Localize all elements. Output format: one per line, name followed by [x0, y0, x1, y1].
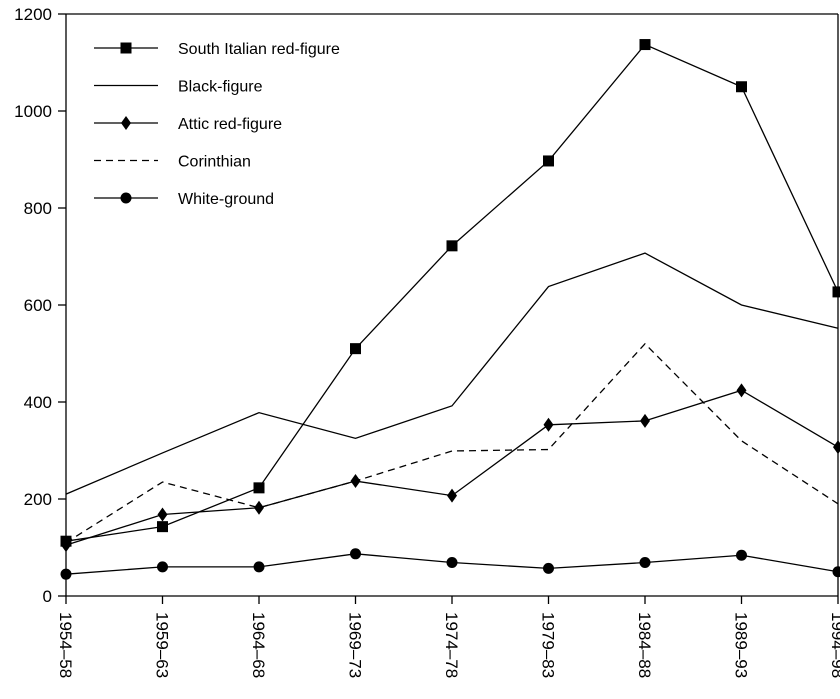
- y-tick-label: 1200: [14, 5, 52, 24]
- legend-swatch-marker: [120, 192, 132, 204]
- y-tick-label: 600: [24, 296, 52, 315]
- legend: South Italian red-figure Black-figure Atti…: [94, 41, 340, 208]
- data-point-diamond: [833, 440, 840, 455]
- legend-label: South Italian red-figure: [178, 41, 340, 58]
- data-point-square: [736, 81, 747, 93]
- x-tick-label: 1974–78: [442, 612, 461, 678]
- data-point-square: [350, 343, 361, 355]
- y-tick-label: 400: [24, 393, 52, 412]
- data-point-circle: [639, 557, 651, 569]
- data-point-diamond: [447, 488, 457, 503]
- data-point-circle: [253, 561, 265, 573]
- series-black-figure: [65, 252, 839, 495]
- legend-item: Corinthian: [94, 154, 251, 171]
- series-corinthian: [65, 342, 839, 544]
- y-axis-ticks: 0 200 400 600 800 1000 1200: [14, 5, 66, 606]
- x-tick-label: 1984–88: [635, 612, 654, 678]
- legend-swatch-marker: [121, 116, 131, 130]
- legend-item: Attic red-figure: [94, 116, 282, 133]
- x-tick-label: 1964–68: [249, 612, 268, 678]
- x-tick-label: 1994–98: [828, 612, 840, 678]
- data-point-circle: [60, 568, 72, 580]
- series-layer: [60, 39, 840, 580]
- series-white-ground: [60, 548, 840, 580]
- legend-swatch-marker: [120, 42, 132, 54]
- legend-item: Black-figure: [94, 79, 263, 96]
- y-tick-label: 800: [24, 199, 52, 218]
- axes: [65, 13, 839, 597]
- legend-label: Black-figure: [178, 79, 263, 96]
- x-tick-label: 1979–83: [539, 612, 558, 678]
- series-line: [65, 252, 839, 495]
- legend-label: Corinthian: [178, 154, 251, 171]
- legend-item: South Italian red-figure: [94, 41, 340, 58]
- data-point-circle: [446, 557, 458, 569]
- x-axis-ticks: 1954–58 1959–63 1964–68 1969–73 1974–78 1979–…: [56, 596, 840, 678]
- data-point-diamond: [254, 500, 264, 515]
- data-point-square: [157, 521, 168, 533]
- series-attic-red-figure: [61, 383, 840, 553]
- data-point-diamond: [736, 383, 747, 398]
- data-point-circle: [157, 561, 168, 573]
- x-tick-label: 1989–93: [732, 612, 751, 678]
- series-line: [65, 389, 839, 546]
- data-point-diamond: [157, 507, 168, 522]
- data-point-circle: [543, 562, 554, 574]
- data-point-square: [446, 240, 458, 252]
- x-tick-label: 1954–58: [56, 612, 75, 678]
- data-point-square: [543, 155, 554, 167]
- legend-label: Attic red-figure: [178, 116, 282, 133]
- data-point-diamond: [543, 417, 554, 432]
- data-point-square: [253, 482, 265, 494]
- data-point-circle: [736, 549, 747, 561]
- data-point-diamond: [640, 413, 650, 428]
- data-point-square: [639, 39, 651, 51]
- x-tick-label: 1959–63: [153, 612, 172, 678]
- data-point-circle: [350, 548, 361, 560]
- data-point-square: [832, 286, 840, 298]
- y-tick-label: 200: [24, 490, 52, 509]
- x-tick-label: 1969–73: [346, 612, 365, 678]
- y-tick-label: 0: [43, 587, 52, 606]
- series-line: [65, 342, 839, 544]
- legend-label: White-ground: [178, 191, 274, 208]
- data-point-circle: [832, 566, 840, 578]
- y-tick-label: 1000: [14, 102, 52, 121]
- legend-item: White-ground: [94, 191, 274, 208]
